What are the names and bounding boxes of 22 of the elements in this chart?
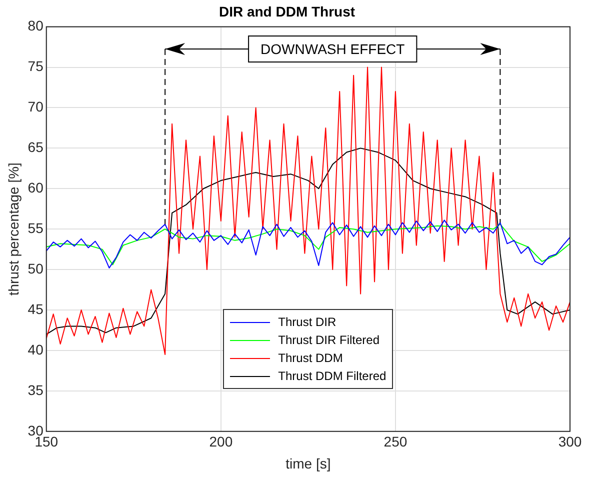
y-tick-label: 65 [28, 139, 44, 156]
annotation: DOWNWASH EFFECT [260, 40, 406, 57]
y-tick-label: 40 [28, 341, 44, 358]
y-tick-label: 45 [28, 300, 44, 317]
y-tick-label: 80 [28, 18, 44, 34]
x-tick-label: 200 [209, 434, 233, 450]
legend-label: Thrust DDM [278, 350, 343, 368]
x-axis-title: time [s] [286, 455, 331, 472]
chart-title: DIR and DDM Thrust [218, 3, 356, 20]
x-tick-label: 250 [384, 434, 408, 450]
y-tick-label: 75 [28, 58, 44, 74]
legend-label: Thrust DIR Filtered [278, 332, 380, 350]
y-tick-label: 55 [28, 220, 44, 236]
y-tick-label: 50 [28, 260, 44, 276]
y-tick-label: 30 [28, 422, 44, 438]
y-tick-label: 60 [28, 180, 44, 196]
y-tick-label: 35 [28, 382, 44, 398]
x-tick-label: 300 [558, 434, 582, 450]
legend-label: Thrust DIR [278, 314, 336, 332]
y-tick-label: 70 [28, 98, 44, 115]
legend-label: Thrust DDM Filtered [278, 368, 386, 386]
y-axis-title: thrust percentage [%] [5, 162, 22, 296]
